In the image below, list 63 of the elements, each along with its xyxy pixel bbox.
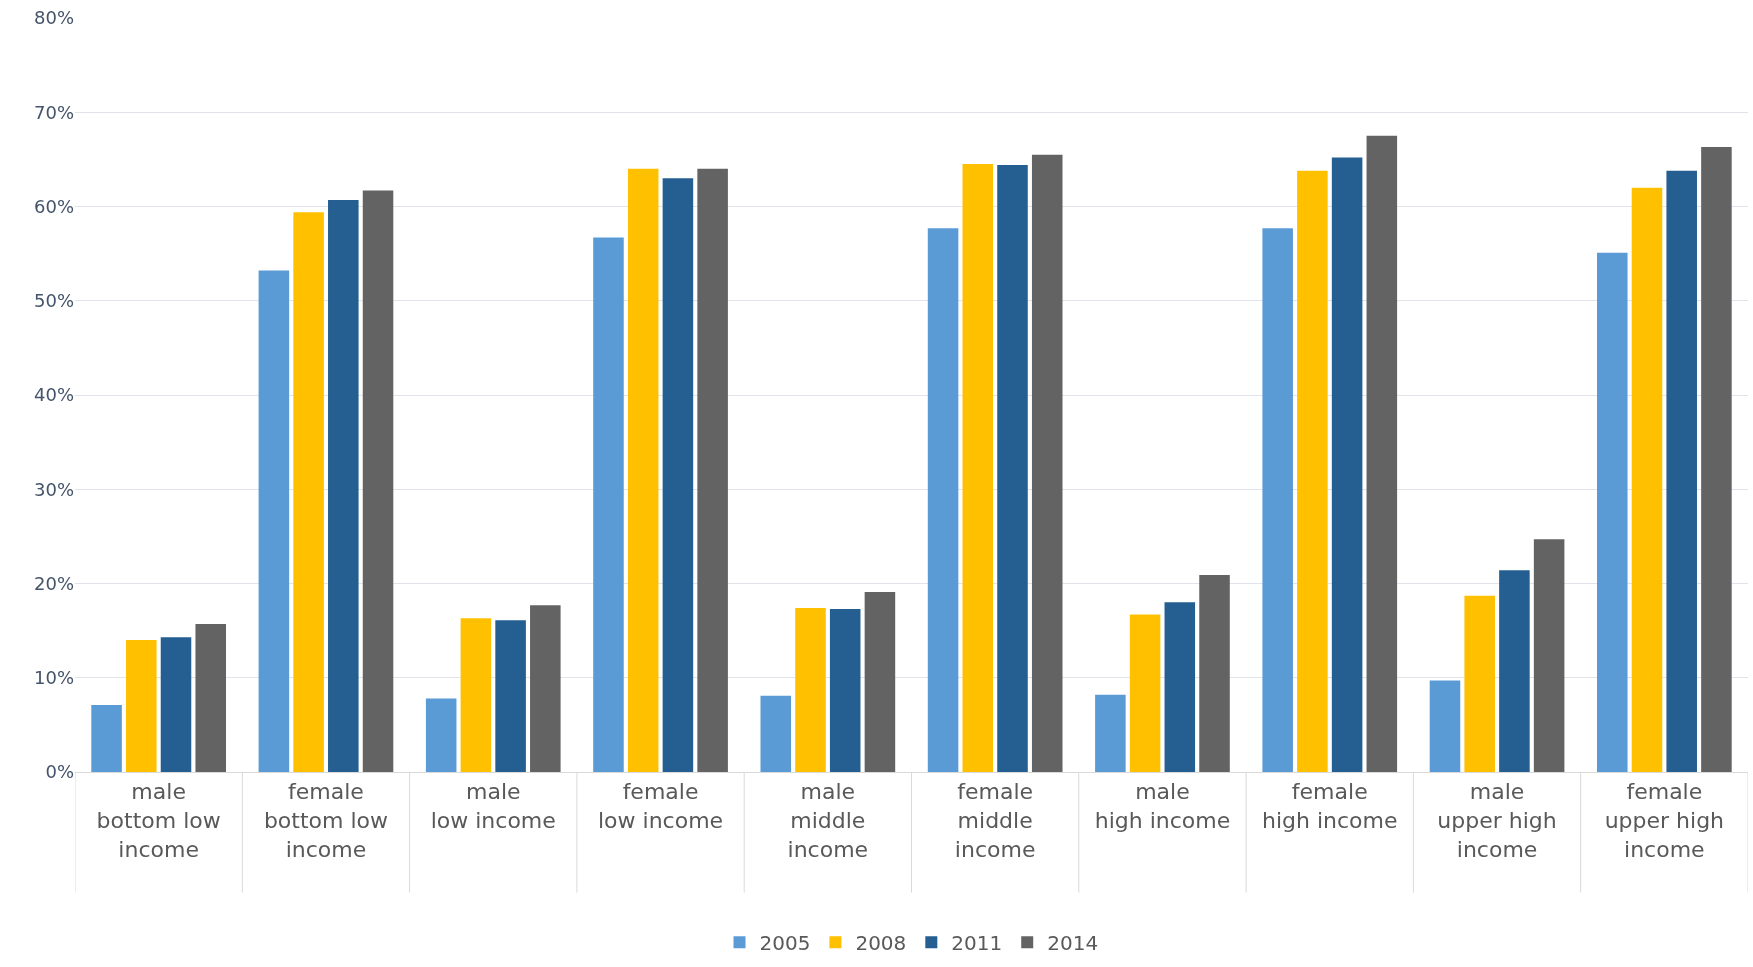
bar — [160, 637, 192, 772]
y-tick-label: 40% — [33, 384, 74, 406]
y-tick-label: 50% — [33, 290, 74, 312]
bar — [962, 164, 994, 772]
bar — [627, 168, 659, 772]
bar — [425, 698, 457, 772]
bar — [258, 270, 290, 772]
x-tick-label: male high income — [1094, 779, 1231, 833]
bar — [997, 165, 1028, 772]
bar — [1533, 539, 1565, 772]
x-tick-label: female upper high income — [1604, 779, 1725, 862]
bar — [1095, 694, 1126, 772]
bar — [1701, 147, 1732, 772]
bar — [126, 640, 157, 772]
bar — [927, 228, 959, 772]
x-tick-label: female bottom low income — [263, 779, 389, 862]
bar — [1129, 614, 1161, 772]
x-tick-label: male middle income — [787, 779, 869, 862]
bar — [829, 608, 861, 772]
y-tick-label: 80% — [33, 7, 74, 29]
legend-label: 2011 — [951, 931, 1003, 956]
y-tick-label: 30% — [33, 478, 74, 500]
bar — [328, 199, 359, 772]
bar — [293, 212, 324, 772]
y-tick-label: 10% — [33, 667, 74, 689]
bar — [362, 190, 394, 772]
bar — [1297, 170, 1328, 772]
y-tick-label: 0% — [45, 761, 74, 783]
y-tick-label: 60% — [33, 195, 74, 217]
bar — [593, 237, 624, 772]
legend-label: 2005 — [759, 931, 811, 956]
y-tick-label: 70% — [33, 101, 74, 123]
x-tick-label: male upper high income — [1437, 779, 1557, 862]
bar — [1666, 170, 1697, 772]
bar — [195, 624, 226, 772]
bar — [1164, 602, 1196, 772]
bar — [1499, 570, 1530, 772]
legend-label: 2008 — [855, 931, 907, 956]
bar — [795, 608, 826, 772]
bar — [1031, 154, 1063, 772]
bar — [1199, 575, 1230, 772]
bar — [760, 695, 792, 772]
x-tick-label: male low income — [430, 779, 556, 833]
x-tick-label: male bottom low income — [96, 779, 221, 862]
bar — [1631, 187, 1663, 772]
bar — [1366, 135, 1398, 772]
bar — [697, 168, 728, 772]
bar — [495, 620, 526, 772]
bar — [1597, 252, 1628, 772]
bar — [1262, 228, 1293, 772]
bar — [864, 591, 896, 772]
bar — [1429, 680, 1461, 772]
bar — [91, 705, 122, 772]
bar — [460, 618, 492, 772]
legend-label: 2014 — [1047, 931, 1099, 956]
x-tick-label: female low income — [597, 779, 724, 833]
x-tick-label: female high income — [1261, 779, 1398, 833]
bar — [1331, 157, 1363, 772]
bar — [662, 178, 694, 772]
x-tick-label: female middle income — [954, 779, 1036, 862]
bar — [530, 605, 561, 772]
bar — [1464, 595, 1495, 772]
y-tick-label: 20% — [33, 572, 74, 594]
